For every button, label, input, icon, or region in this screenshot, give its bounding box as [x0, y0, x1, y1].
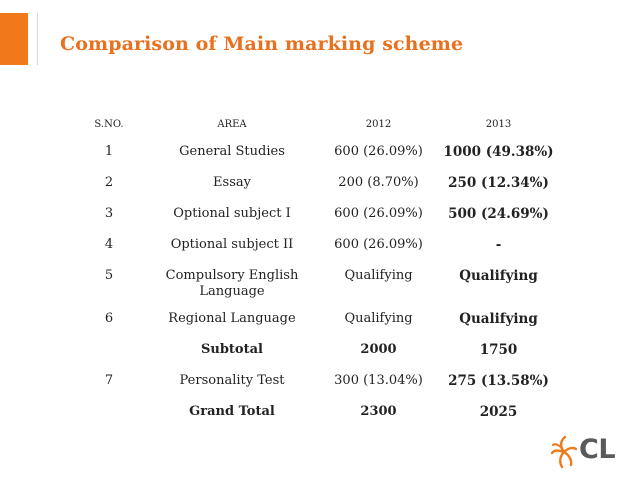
cell-sno: 6: [104, 311, 114, 326]
marking-scheme-table: S.NO. AREA 2012 2013 1 General Studies 6…: [75, 110, 561, 429]
accent-bar: [0, 13, 28, 65]
cell-sno: 2: [104, 175, 114, 190]
table-header-row: S.NO. AREA 2012 2013: [75, 110, 561, 138]
cell-2013: 1000 (49.38%): [443, 144, 554, 160]
table-row: 7 Personality Test 300 (13.04%) 275 (13.…: [75, 367, 561, 398]
cell-2012: 600 (26.09%): [334, 237, 423, 252]
cell-sno: 7: [104, 373, 114, 388]
cl-logo: CL: [551, 433, 631, 471]
header-2013: 2013: [485, 118, 512, 130]
cell-2013: Qualifying: [459, 311, 538, 327]
logo-text: CL: [579, 434, 616, 465]
cell-sno: 5: [104, 268, 114, 283]
cell-2013: 2025: [479, 404, 518, 420]
cell-2012: 600 (26.09%): [334, 206, 423, 221]
cell-area: Optional subject I: [173, 206, 291, 221]
header-area: AREA: [217, 118, 247, 130]
cell-sno: 3: [104, 206, 114, 221]
page-title: Comparison of Main marking scheme: [60, 33, 464, 55]
cell-area: Subtotal: [201, 342, 263, 357]
cell-area: General Studies: [179, 144, 285, 159]
table-row: 4 Optional subject II 600 (26.09%) -: [75, 231, 561, 262]
cell-area: Personality Test: [179, 373, 285, 388]
cell-area: Grand Total: [189, 404, 275, 419]
subtotal-row: Subtotal 2000 1750: [75, 336, 561, 367]
table-row: 2 Essay 200 (8.70%) 250 (12.34%): [75, 169, 561, 200]
cell-2012: 2300: [360, 404, 397, 419]
cell-2012: 300 (13.04%): [334, 373, 423, 388]
cell-2012: 2000: [360, 342, 397, 357]
table-row: 1 General Studies 600 (26.09%) 1000 (49.…: [75, 138, 561, 169]
title-divider: [37, 13, 38, 65]
cell-sno: [75, 398, 143, 429]
table-row: 6 Regional Language Qualifying Qualifyin…: [75, 305, 561, 336]
cell-2013: 250 (12.34%): [448, 175, 549, 191]
cell-area: Essay: [213, 175, 251, 190]
header-sno: S.NO.: [94, 118, 124, 130]
cell-2012: Qualifying: [344, 311, 413, 326]
cell-2012: 200 (8.70%): [338, 175, 419, 190]
cell-2013: Qualifying: [459, 268, 538, 284]
cell-2012: 600 (26.09%): [334, 144, 423, 159]
cell-area: Regional Language: [168, 311, 296, 326]
cell-sno: 4: [104, 237, 114, 252]
table-row: 5 Compulsory English Language Qualifying…: [75, 262, 561, 305]
cell-area: Compulsory English Language: [165, 268, 299, 299]
cell-area: Optional subject II: [170, 237, 294, 252]
cell-2013: 275 (13.58%): [448, 373, 549, 389]
cell-2013: 500 (24.69%): [448, 206, 549, 222]
header-2012: 2012: [365, 118, 392, 130]
cell-sno: 1: [104, 144, 114, 159]
cell-sno: [75, 336, 143, 367]
cell-2013: -: [495, 237, 502, 253]
cell-2013: 1750: [479, 342, 518, 358]
cell-2012: Qualifying: [344, 268, 413, 283]
table-row: 3 Optional subject I 600 (26.09%) 500 (2…: [75, 200, 561, 231]
grand-total-row: Grand Total 2300 2025: [75, 398, 561, 429]
swirl-logo-icon: [551, 435, 577, 469]
